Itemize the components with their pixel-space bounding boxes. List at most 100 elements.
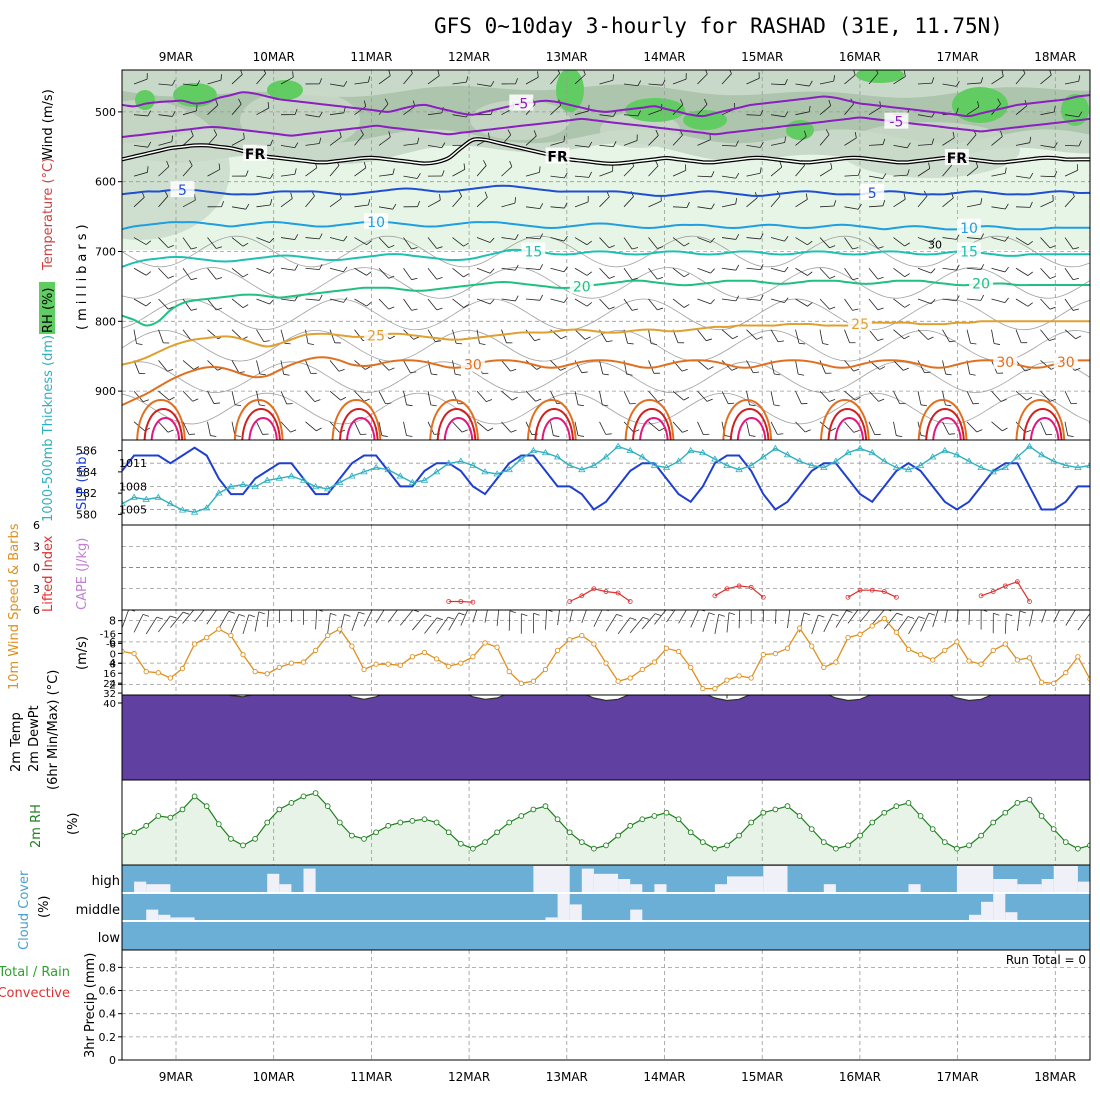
rh-marker [869, 819, 876, 826]
wind-barb [476, 160, 487, 177]
wind-barb [770, 391, 780, 407]
wind-barb [574, 70, 586, 85]
wind-barb [1089, 205, 1090, 208]
wind-barb [1015, 136, 1032, 146]
rh-marker [1014, 800, 1021, 806]
wind-barb [868, 138, 886, 146]
contour-label-bg [969, 274, 994, 291]
contour-label-bg [364, 213, 389, 230]
rh-marker [893, 803, 900, 810]
thickness-marker [299, 476, 308, 483]
thickness-marker [384, 465, 392, 473]
wind-barb [501, 390, 518, 401]
wind-barb [648, 268, 664, 280]
wind-barb [231, 391, 242, 407]
thickness-marker [759, 453, 768, 460]
wind-barb [721, 264, 740, 271]
surface-wind-barb [847, 610, 859, 624]
wind-barb [207, 298, 223, 311]
rh-marker [179, 806, 186, 813]
rh-marker [881, 809, 888, 816]
wind-barb [868, 421, 881, 436]
thickness-marker [856, 444, 864, 451]
rh-shade-patch [240, 90, 360, 150]
wind-barb [256, 329, 270, 343]
precip-tick-label: 0.4 [99, 1008, 117, 1021]
wind-barb [525, 71, 539, 85]
surface-wind-barb [944, 610, 948, 624]
surface-wind-barb [714, 613, 725, 635]
wind-barb [452, 329, 463, 345]
hot-isotherm-loop [241, 408, 281, 440]
surface-wind-barb [968, 610, 970, 625]
surface-wind-barb [315, 610, 323, 630]
thickness-marker [1062, 461, 1070, 468]
wind-barb [1089, 83, 1090, 85]
thickness-marker [735, 465, 743, 473]
isotherm-line [122, 184, 1090, 197]
wind-barb [207, 390, 220, 404]
surface-wind-barb [303, 610, 305, 625]
thickness-marker [965, 457, 973, 464]
wind-barb [770, 266, 789, 273]
wind-barb [329, 390, 347, 401]
wind-barb [550, 70, 561, 85]
surface-wind-barb [762, 610, 764, 623]
thickness-marker [469, 461, 477, 468]
wind-barb [672, 298, 690, 308]
surface-wind-barb [835, 610, 853, 628]
contour-label-bg [957, 242, 981, 259]
wind-barb [133, 166, 149, 177]
isotherm-line [122, 248, 1090, 268]
contour-label: 15 [524, 245, 542, 261]
thickness-marker [626, 446, 634, 454]
wind-barb [795, 80, 813, 87]
wind-barb [256, 237, 274, 243]
thickness-marker [420, 476, 429, 483]
wind-barb [182, 130, 194, 146]
wind-barb [427, 142, 446, 149]
wind-barb [1015, 70, 1026, 85]
wind-barb [231, 267, 249, 278]
surface-wind-barb [1004, 613, 1013, 634]
wind-barb [501, 264, 519, 271]
wind-speed-marker [349, 643, 355, 649]
wind-barb [942, 233, 960, 240]
wind-speed-marker [482, 640, 488, 646]
wind-barb [1015, 201, 1033, 208]
wind-barb [795, 130, 807, 146]
middle-cloud-bar [993, 894, 1006, 920]
thickness-marker [323, 485, 332, 492]
wind-barb [1040, 106, 1056, 116]
wind-barb [476, 80, 495, 87]
rh-marker [1062, 839, 1069, 845]
high-cloud-bar [1077, 881, 1090, 892]
high-cloud-bar [146, 884, 171, 892]
lifted-index-marker [845, 594, 851, 600]
wind-barb [893, 390, 906, 405]
high-cloud-bar [956, 866, 994, 892]
wind-barb [354, 237, 372, 245]
wind-speed-marker [700, 685, 706, 692]
thickness-marker [517, 455, 526, 462]
wind-barb [231, 237, 249, 247]
wind-tick-label: 4 [109, 657, 116, 670]
surface-wind-barb [496, 610, 500, 627]
wind-speed-marker [216, 626, 222, 632]
rh-marker [373, 829, 379, 836]
wind-speed-marker [252, 668, 258, 675]
thickness-marker [1025, 442, 1034, 449]
precip-tick-label: 0.8 [99, 961, 117, 974]
wind-barb [917, 329, 934, 340]
wind-barb [550, 135, 565, 146]
wind-barb [648, 160, 659, 177]
contour-label: 10 [367, 215, 385, 231]
wind-barb [942, 81, 960, 87]
rh-marker [724, 842, 730, 849]
surface-wind-barb [920, 612, 935, 632]
wind-barb [746, 294, 764, 301]
thickness-marker [1086, 461, 1090, 468]
wind-barb [452, 421, 468, 433]
wind-speed-marker [881, 615, 887, 622]
wind-barb [721, 295, 740, 302]
